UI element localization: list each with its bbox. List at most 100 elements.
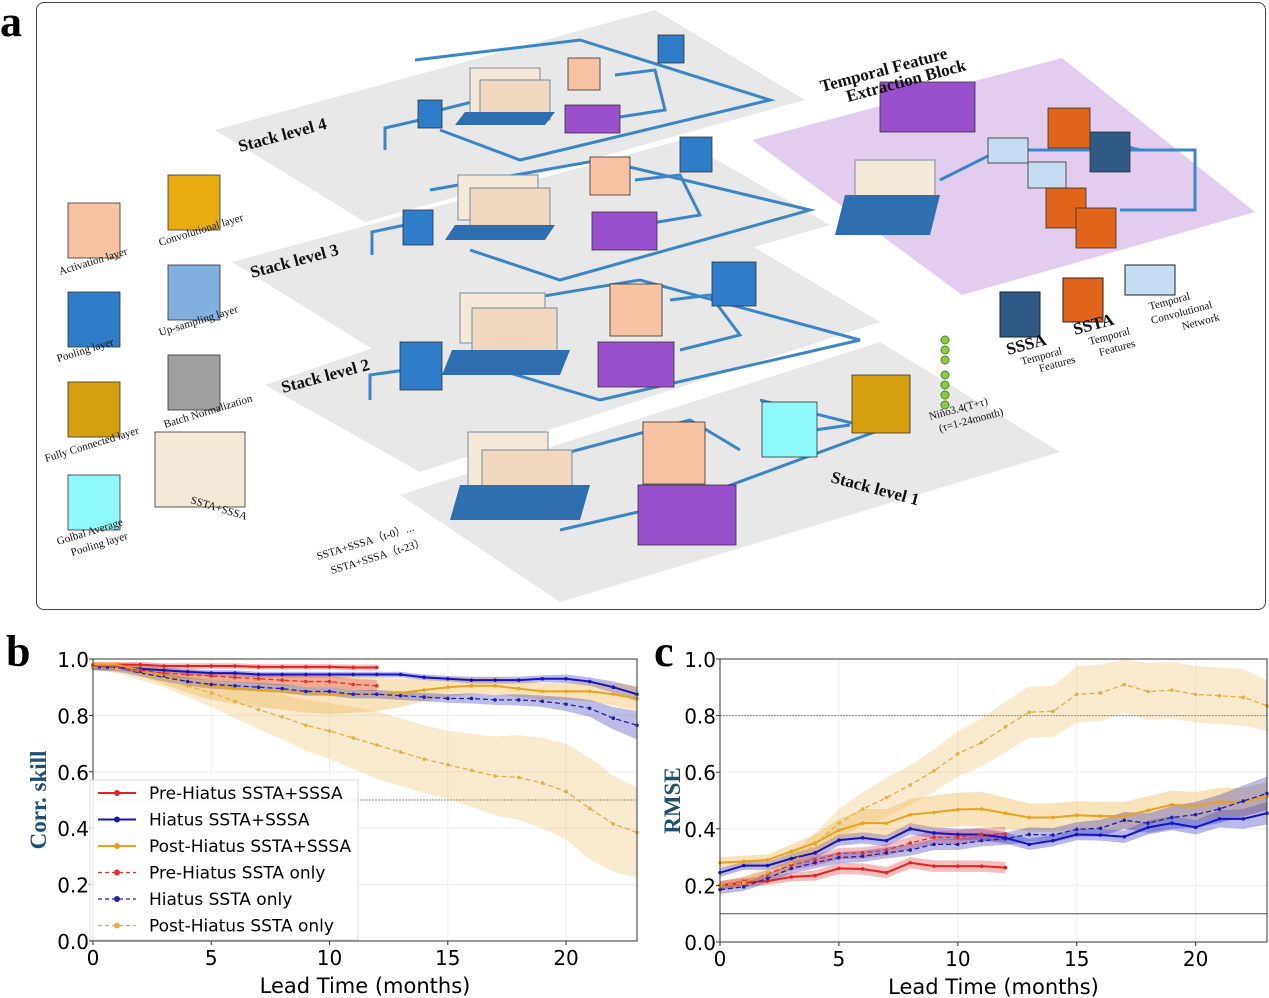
- data-point: [375, 665, 379, 670]
- legend-marker: [114, 816, 120, 823]
- data-point: [1217, 800, 1222, 804]
- data-point: [445, 762, 450, 767]
- data-point: [138, 668, 143, 673]
- data-point: [1051, 833, 1055, 837]
- data-point: [327, 729, 332, 733]
- data-point: [956, 864, 960, 868]
- data-point: [422, 695, 426, 699]
- panel-letter-c: c: [654, 627, 674, 676]
- confidence-band: [720, 826, 1006, 890]
- data-point: [351, 692, 355, 697]
- data-point: [162, 675, 166, 680]
- series-line: [719, 833, 1006, 887]
- data-point: [540, 676, 545, 681]
- data-point: [516, 698, 521, 702]
- data-point: [741, 880, 746, 885]
- data-point: [635, 723, 639, 728]
- x-tick-label: 5: [833, 947, 846, 971]
- data-point: [114, 665, 119, 670]
- data-point: [611, 692, 616, 697]
- panel-a-frame: [36, 2, 1266, 610]
- data-point: [91, 665, 95, 670]
- x-tick-label: 20: [553, 946, 578, 970]
- data-point: [956, 842, 960, 847]
- data-point: [1027, 815, 1031, 820]
- data-point: [351, 682, 355, 687]
- data-point: [516, 775, 521, 780]
- data-point: [1003, 836, 1008, 841]
- data-point: [932, 810, 936, 815]
- data-point: [422, 757, 426, 761]
- series-line: [93, 663, 638, 700]
- data-point: [789, 863, 794, 867]
- series-line: [93, 663, 377, 669]
- input-map-stacks: [442, 67, 940, 520]
- data-point: [91, 662, 95, 667]
- data-point: [587, 689, 592, 694]
- data-point: [837, 821, 841, 825]
- data-point: [1265, 794, 1269, 799]
- data-point: [860, 821, 865, 825]
- data-point: [1241, 695, 1246, 700]
- data-point: [1074, 832, 1079, 837]
- data-point: [564, 702, 568, 706]
- series-line: [719, 683, 1268, 887]
- data-point: [564, 689, 568, 694]
- data-point: [908, 841, 913, 845]
- data-point: [256, 707, 261, 712]
- data-point: [327, 689, 332, 694]
- data-point: [884, 795, 889, 800]
- data-point: [718, 887, 722, 892]
- data-point: [956, 835, 960, 840]
- data-point: [979, 740, 984, 745]
- data-point: [516, 686, 521, 691]
- data-point: [956, 807, 960, 812]
- series-line: [719, 792, 1268, 891]
- data-point: [138, 667, 143, 671]
- confidence-band: [720, 776, 1267, 894]
- data-point: [932, 768, 936, 773]
- confidence-band: [93, 664, 637, 702]
- data-point: [741, 859, 746, 864]
- data-point: [956, 832, 960, 837]
- data-point: [1217, 817, 1222, 821]
- data-point: [587, 679, 592, 684]
- data-point: [765, 858, 770, 862]
- data-point: [280, 665, 285, 669]
- data-point: [1003, 836, 1008, 840]
- data-point: [540, 699, 545, 704]
- data-point: [209, 664, 214, 668]
- data-point: [209, 674, 214, 678]
- data-point: [493, 774, 497, 778]
- temporal-block-plane: [752, 58, 1255, 295]
- data-point: [1217, 693, 1222, 698]
- x-tick-label: 10: [945, 947, 970, 971]
- data-point: [445, 685, 450, 689]
- legend-marker: [114, 869, 120, 876]
- data-point: [860, 851, 865, 855]
- legend-entry: Hiatus SSTA+SSSA: [149, 811, 310, 831]
- series-line: [719, 812, 1268, 874]
- data-point: [908, 812, 913, 817]
- data-point: [718, 860, 722, 865]
- confidence-band: [720, 857, 1006, 890]
- y-axis-label: RMSE: [660, 767, 685, 833]
- data-point: [1146, 821, 1150, 825]
- data-point: [1003, 725, 1008, 729]
- data-point: [765, 870, 770, 875]
- data-point: [1193, 692, 1198, 697]
- data-point: [114, 667, 119, 671]
- data-point: [469, 678, 474, 682]
- data-point: [765, 863, 770, 868]
- data-point: [1122, 814, 1127, 818]
- data-point: [304, 689, 308, 694]
- data-point: [1051, 709, 1055, 714]
- series-line: [93, 666, 638, 696]
- data-point: [304, 691, 308, 695]
- data-point: [185, 679, 190, 684]
- data-point: [1217, 807, 1222, 811]
- data-point: [1146, 825, 1150, 830]
- data-point: [1170, 688, 1174, 692]
- data-point: [860, 807, 865, 811]
